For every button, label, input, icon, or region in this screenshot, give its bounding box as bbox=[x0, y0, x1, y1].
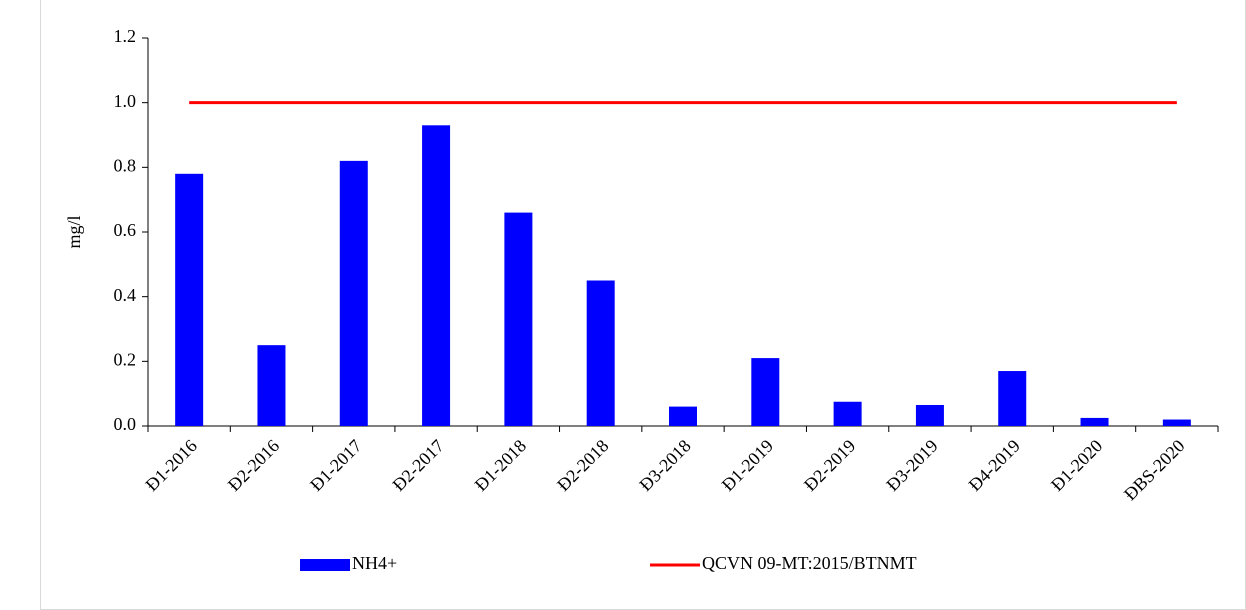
chart-border bbox=[40, 0, 1246, 610]
x-tick-label: Đ2-2018 bbox=[553, 436, 612, 495]
y-tick-label: 0.0 bbox=[114, 414, 137, 434]
y-axis-label: mg/l bbox=[64, 215, 84, 248]
bar bbox=[751, 358, 780, 426]
bar bbox=[1080, 417, 1109, 426]
x-tick-label: Đ3-2019 bbox=[882, 436, 941, 495]
bar bbox=[915, 404, 944, 426]
bar bbox=[339, 160, 368, 426]
x-tick-label: Đ4-2019 bbox=[965, 436, 1024, 495]
y-tick-label: 0.4 bbox=[114, 285, 137, 305]
bar bbox=[504, 212, 533, 426]
x-tick-label: Đ1-2019 bbox=[718, 436, 777, 495]
bar bbox=[257, 345, 286, 426]
y-tick-label: 0.2 bbox=[114, 349, 137, 369]
bar bbox=[1162, 419, 1191, 426]
bar bbox=[586, 280, 615, 426]
x-tick-label: Đ1-2018 bbox=[471, 436, 530, 495]
x-tick-label: ĐBS-2020 bbox=[1120, 436, 1189, 505]
bar bbox=[422, 125, 451, 427]
bar bbox=[669, 406, 697, 426]
x-tick-label: Đ2-2019 bbox=[800, 436, 859, 495]
x-tick-label: Đ1-2016 bbox=[142, 436, 201, 495]
bar bbox=[998, 371, 1027, 426]
y-tick-label: 1.2 bbox=[114, 26, 137, 46]
x-tick-label: Đ1-2017 bbox=[306, 436, 365, 495]
legend-label: QCVN 09-MT:2015/BTNMT bbox=[702, 553, 917, 573]
legend-label: NH4+ bbox=[352, 553, 397, 573]
x-tick-label: Đ2-2017 bbox=[388, 436, 447, 495]
y-tick-label: 0.8 bbox=[114, 155, 137, 175]
x-tick-label: Đ1-2020 bbox=[1047, 436, 1106, 495]
bar bbox=[833, 401, 862, 426]
x-tick-label: Đ2-2016 bbox=[224, 436, 283, 495]
x-tick-label: Đ3-2018 bbox=[635, 436, 694, 495]
bar bbox=[175, 173, 204, 426]
legend-swatch bbox=[300, 559, 350, 571]
y-tick-label: 0.6 bbox=[114, 220, 137, 240]
y-tick-label: 1.0 bbox=[114, 91, 137, 111]
